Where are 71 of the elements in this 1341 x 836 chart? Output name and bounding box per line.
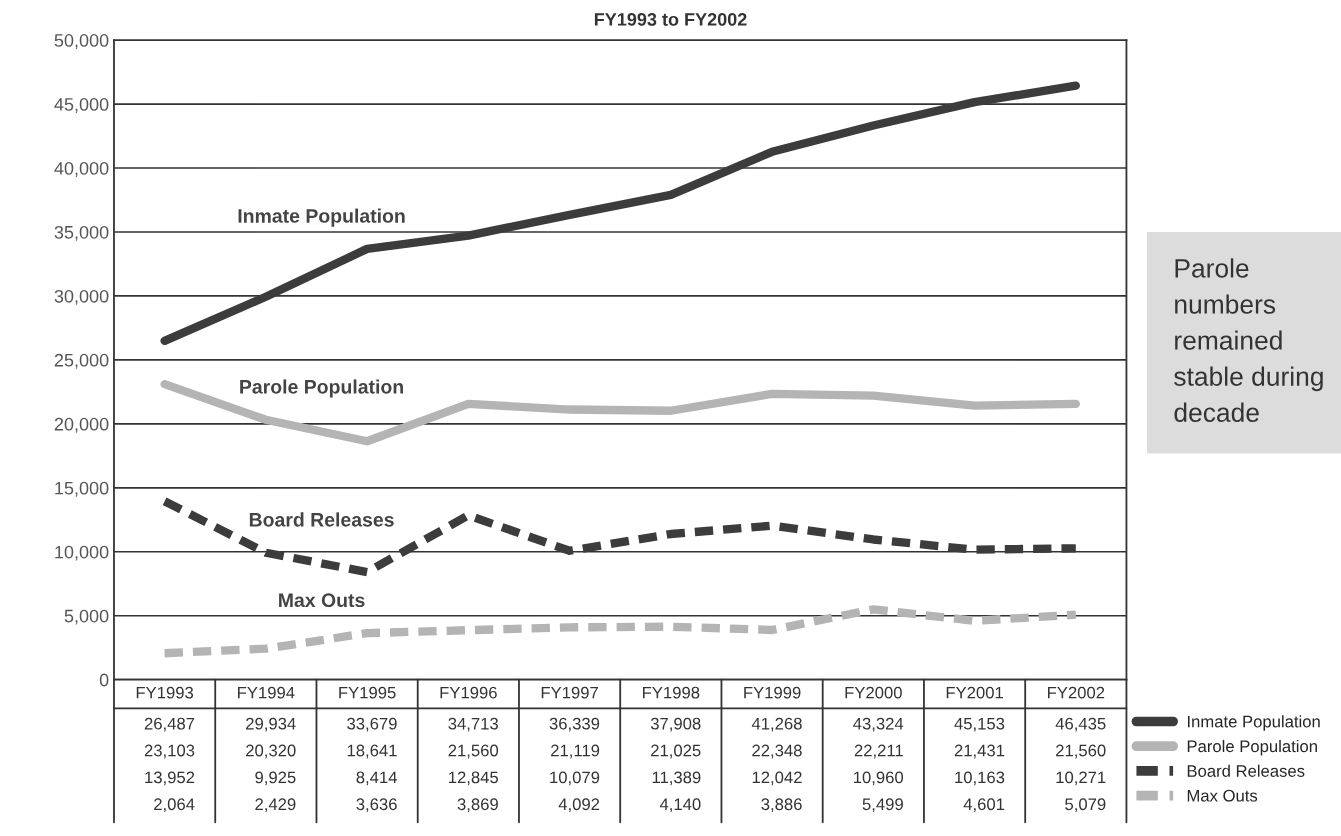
- legend-label: Parole Population: [1187, 739, 1317, 756]
- data-label: 4,601: [963, 798, 1005, 813]
- data-label: 21,025: [651, 744, 701, 759]
- data-label: 3,869: [457, 798, 498, 813]
- data-label: 33,679: [347, 717, 397, 732]
- text: Parole Population: [240, 379, 403, 398]
- data-label: 11,389: [652, 771, 701, 786]
- data-label: 21,560: [448, 744, 499, 759]
- data-label: 10,079: [550, 771, 600, 786]
- x-tick-label: FY1995: [339, 686, 396, 699]
- data-label: 3,886: [761, 798, 802, 813]
- data-label: 46,435: [1055, 717, 1106, 732]
- data-label: 36,339: [549, 717, 600, 732]
- text: Inmate Population: [238, 208, 405, 227]
- data-label: 2,064: [154, 798, 195, 813]
- data-label: 41,268: [751, 717, 802, 732]
- data-label: 10,960: [854, 771, 904, 786]
- y-tick-label: 10,000: [55, 545, 109, 561]
- data-label: 12,042: [752, 771, 802, 786]
- legend-label: Inmate Population: [1187, 715, 1320, 731]
- data-label: 2,429: [255, 798, 296, 813]
- data-label: 37,908: [650, 717, 701, 732]
- data-label: 45,153: [954, 717, 1005, 732]
- text: Max Outs: [279, 593, 365, 608]
- data-label: 43,324: [853, 717, 904, 732]
- y-tick-label: 0: [99, 673, 109, 687]
- data-label: 20,320: [246, 744, 296, 759]
- x-tick-label: FY1997: [541, 686, 598, 699]
- data-label: 34,713: [448, 717, 498, 732]
- x-tick-label: FY2002: [1048, 686, 1105, 699]
- data-label: 22,348: [752, 744, 802, 759]
- data-label: 13,952: [145, 771, 195, 786]
- y-tick-label: 40,000: [54, 161, 109, 177]
- data-label: 18,641: [347, 744, 397, 759]
- data-label: 4,092: [558, 798, 600, 813]
- data-label: 3,636: [356, 798, 397, 813]
- y-tick-label: 50,000: [54, 34, 109, 49]
- y-tick-label: 30,000: [54, 289, 109, 305]
- y-tick-label: 25,000: [54, 353, 109, 369]
- x-tick-label: FY1996: [440, 686, 497, 699]
- data-label: 10,271: [1056, 771, 1106, 786]
- legend-label: Board Releases: [1187, 764, 1305, 777]
- data-label: 22,211: [854, 744, 903, 759]
- x-tick-label: FY1999: [744, 686, 801, 699]
- data-label: 21,119: [551, 744, 600, 759]
- text: Parole numbers remained stable during decade: [1174, 258, 1323, 422]
- chart-title: FY1993 to FY2002: [594, 13, 747, 26]
- data-label: 21,431: [954, 744, 1005, 759]
- data-label: 26,487: [144, 717, 195, 732]
- y-tick-label: 35,000: [54, 225, 109, 241]
- legend-label: Max Outs: [1187, 789, 1258, 802]
- x-tick-label: FY1993: [136, 686, 194, 699]
- data-label: 12,845: [449, 771, 499, 786]
- text: Board Releases: [249, 512, 394, 527]
- data-label: 21,560: [1056, 744, 1106, 759]
- x-tick-label: FY2001: [946, 686, 1003, 699]
- data-label: 4,140: [659, 798, 701, 813]
- x-tick-label: FY2000: [845, 686, 902, 699]
- data-label: 23,103: [144, 744, 195, 759]
- y-tick-label: 45,000: [54, 98, 109, 113]
- x-tick-label: FY1998: [643, 686, 700, 699]
- y-tick-label: 20,000: [54, 417, 109, 433]
- y-tick-label: 5,000: [64, 609, 109, 625]
- data-label: 8,414: [356, 771, 397, 786]
- data-label: 9,925: [255, 771, 296, 786]
- data-label: 10,163: [955, 771, 1005, 786]
- data-label: 5,499: [862, 798, 903, 813]
- x-tick-label: FY1994: [238, 686, 295, 699]
- data-label: 29,934: [246, 717, 296, 732]
- y-tick-label: 15,000: [55, 481, 109, 497]
- data-label: 5,079: [1065, 798, 1106, 813]
